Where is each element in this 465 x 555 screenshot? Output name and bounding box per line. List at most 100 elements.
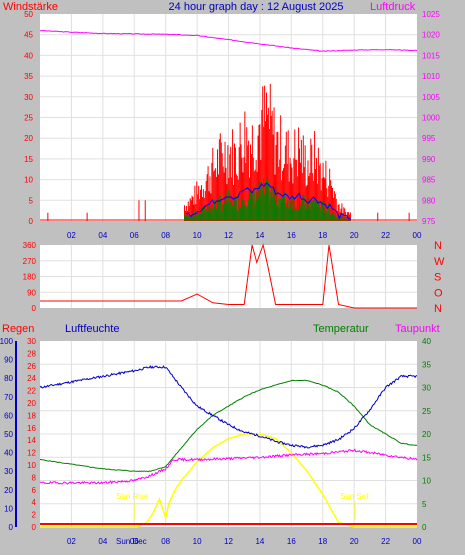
wind-left-axis: 0 5 10 15 20 25 30 35 40 45 50	[24, 10, 33, 226]
wind-tick-label: 20	[24, 134, 33, 143]
luftfeuchte-tick-label: 10	[27, 461, 36, 470]
direction-tick-label: 180	[23, 273, 37, 282]
luftfeuchte-tick-label: 24	[27, 374, 36, 383]
regen-tick-label: 30	[4, 467, 13, 476]
wind-tick-label: 40	[24, 51, 33, 60]
wind-tick-label: 5	[29, 196, 34, 205]
x-tick-label: 12	[224, 537, 233, 546]
taupunkt-line	[39, 448, 418, 485]
luftfeuchte-tick-label: 8	[32, 473, 37, 482]
regen-label: Regen	[2, 323, 34, 335]
pressure-tick-label: 1015	[422, 51, 440, 60]
regen-tick-label: 10	[4, 504, 13, 513]
x-tick-label: 20	[350, 231, 359, 240]
regen-tick-label: 60	[4, 411, 13, 420]
wind-bars	[40, 83, 417, 221]
pressure-tick-label: 1010	[422, 72, 440, 81]
wind-tick-label: 50	[24, 10, 33, 19]
direction-left-axis: 0 90 180 270 360	[23, 241, 37, 313]
regen-tick-label: 80	[4, 374, 13, 383]
regen-tick-label: 50	[4, 430, 13, 439]
x-tick-label: 08	[161, 537, 170, 546]
x-tick-label: 14	[255, 537, 264, 546]
luftfeuchte-tick-label: 12	[27, 449, 36, 458]
x-tick-label: 10	[193, 231, 202, 240]
temperatur-tick-label: 15	[422, 453, 431, 462]
compass-label: N	[434, 303, 442, 315]
temperatur-label: Temperatur	[313, 323, 369, 335]
climate-x-axis: 02 04 06 08 10 12 14 16 18 20 22 00	[67, 537, 422, 546]
direction-grid	[40, 245, 417, 308]
luftfeuchte-tick-label: 26	[27, 362, 36, 371]
pressure-tick-label: 1020	[422, 31, 440, 40]
regen-tick-label: 0	[9, 523, 14, 532]
luftfeuchte-tick-label: 22	[27, 387, 36, 396]
wind-tick-label: 0	[29, 217, 34, 226]
x-tick-label: 18	[318, 231, 327, 240]
sun-set-label: Sun Set	[340, 492, 369, 501]
pressure-tick-label: 1025	[422, 10, 440, 19]
x-tick-label: 22	[381, 537, 390, 546]
x-tick-label: 14	[255, 231, 264, 240]
x-tick-label: 16	[287, 537, 296, 546]
pressure-tick-label: 980	[422, 196, 436, 205]
wind-tick-label: 25	[24, 114, 33, 123]
compass-label: W	[434, 256, 445, 268]
page-title: 24 hour graph day : 12 August 2025	[169, 1, 344, 13]
wind-x-axis: 02 04 06 08 10 12 14 16 18 20 22 00	[67, 231, 422, 240]
regen-tick-label: 70	[4, 393, 13, 402]
luftfeuchte-tick-label: 30	[27, 337, 36, 346]
pressure-tick-label: 995	[422, 134, 436, 143]
luftfeuchte-label: Luftfeuchte	[65, 323, 119, 335]
luftdruck-line	[39, 29, 418, 52]
compass-label: S	[434, 272, 441, 284]
temperatur-tick-label: 10	[422, 477, 431, 486]
luftfeuchte-tick-label: 18	[27, 411, 36, 420]
x-tick-label: 00	[413, 537, 422, 546]
wind-tick-label: 30	[24, 93, 33, 102]
pressure-tick-label: 1000	[422, 114, 440, 123]
luftdruck-label: Luftdruck	[370, 1, 416, 13]
x-tick-label: 06	[130, 537, 139, 546]
regen-tick-label: 20	[4, 486, 13, 495]
x-tick-label: 04	[98, 231, 107, 240]
x-tick-label: 12	[224, 231, 233, 240]
x-tick-label: 08	[161, 231, 170, 240]
pressure-right-axis: 975 980 985 990 995 1000 1005 1010 1015 1020 1025	[422, 10, 440, 226]
x-tick-label: 18	[318, 537, 327, 546]
temperatur-line	[39, 379, 418, 473]
direction-tick-label: 0	[32, 304, 37, 313]
solar-line	[40, 433, 417, 528]
x-tick-label: 02	[67, 537, 76, 546]
luftfeuchte-line	[39, 364, 418, 449]
luftfeuchte-tick-label: 2	[32, 511, 37, 520]
luftfeuchte-tick-label: 6	[32, 486, 37, 495]
windstaerke-label: Windstärke	[3, 1, 58, 13]
direction-tick-label: 360	[23, 241, 37, 250]
wind-tick-label: 15	[24, 155, 33, 164]
compass-label: N	[434, 240, 442, 252]
x-tick-label: 20	[350, 537, 359, 546]
regen-tick-label: 40	[4, 449, 13, 458]
temperatur-tick-label: 35	[422, 360, 431, 369]
pressure-tick-label: 975	[422, 217, 436, 226]
regen-axis: 0 10 20 30 40 50 60 70 80 90 100	[0, 337, 17, 532]
temperatur-tick-label: 30	[422, 384, 431, 393]
compass-label: O	[434, 287, 443, 299]
luftfeuchte-tick-label: 16	[27, 424, 36, 433]
sun-dec-label: Sun Dec	[116, 537, 147, 546]
regen-tick-label: 100	[0, 337, 14, 346]
temperatur-tick-label: 5	[422, 500, 427, 509]
pressure-tick-label: 1005	[422, 93, 440, 102]
taupunkt-label: Taupunkt	[395, 323, 440, 335]
x-tick-label: 16	[287, 231, 296, 240]
x-tick-label: 10	[193, 537, 202, 546]
luftfeuchte-tick-label: 20	[27, 399, 36, 408]
wind-tick-label: 45	[24, 31, 33, 40]
pressure-tick-label: 990	[422, 155, 436, 164]
temperatur-axis: 0 5 10 15 20 25 30 35 40	[422, 337, 431, 532]
wind-gust-line	[185, 182, 351, 220]
